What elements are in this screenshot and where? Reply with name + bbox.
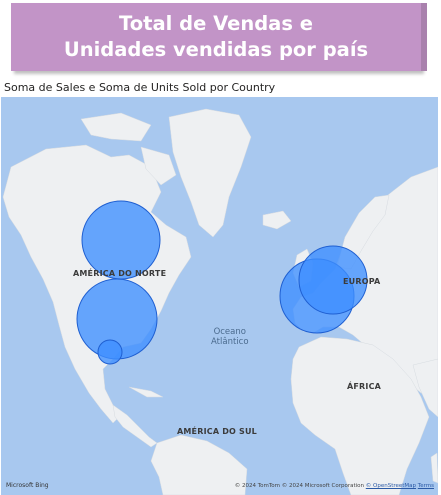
- ocean-label-line-1: Oceano: [213, 327, 246, 337]
- land-madagascar: [430, 452, 438, 484]
- bubble-germany[interactable]: [298, 245, 368, 315]
- title-line-2: Unidades vendidas por país: [63, 38, 369, 61]
- land-greenland: [168, 108, 252, 238]
- bubble-canada[interactable]: [81, 200, 161, 280]
- land-cuba: [128, 386, 164, 398]
- land-baffin: [140, 146, 177, 186]
- label-atlantic-ocean: Oceano Atlântico: [211, 327, 249, 347]
- bubble-layer[interactable]: [76, 200, 368, 365]
- map-canvas[interactable]: [1, 97, 438, 495]
- label-south-america: AMÉRICA DO SUL: [177, 427, 257, 436]
- land-central-america: [112, 404, 158, 448]
- land-south-america: [150, 434, 248, 495]
- terms-link[interactable]: Terms: [417, 483, 434, 489]
- land-arabia: [412, 358, 438, 418]
- map-attribution: © 2024 TomTom © 2024 Microsoft Corporati…: [235, 483, 434, 489]
- label-europe: EUROPA: [343, 277, 381, 286]
- visual-title: Soma de Sales e Soma de Units Sold por C…: [4, 81, 276, 94]
- land-africa: [290, 336, 430, 495]
- osm-link[interactable]: © OpenStreetMap: [365, 483, 417, 489]
- label-africa: ÁFRICA: [347, 382, 382, 391]
- bubble-mexico[interactable]: [97, 339, 123, 365]
- banner-shadow-edge: [421, 3, 427, 71]
- land-iceland: [262, 210, 292, 230]
- bing-logo: Microsoft Bing: [6, 482, 49, 489]
- land-arctic-islands: [80, 112, 152, 142]
- report-title-banner: Total de Vendas e Unidades vendidas por …: [11, 3, 421, 71]
- ocean-label-line-2: Atlântico: [211, 337, 249, 347]
- bubble-map[interactable]: AMÉRICA DO NORTE EUROPA ÁFRICA AMÉRICA D…: [1, 97, 438, 495]
- label-north-america: AMÉRICA DO NORTE: [73, 269, 167, 278]
- attribution-copyright: © 2024 TomTom © 2024 Microsoft Corporati…: [234, 483, 365, 489]
- title-line-1: Total de Vendas e: [119, 12, 313, 35]
